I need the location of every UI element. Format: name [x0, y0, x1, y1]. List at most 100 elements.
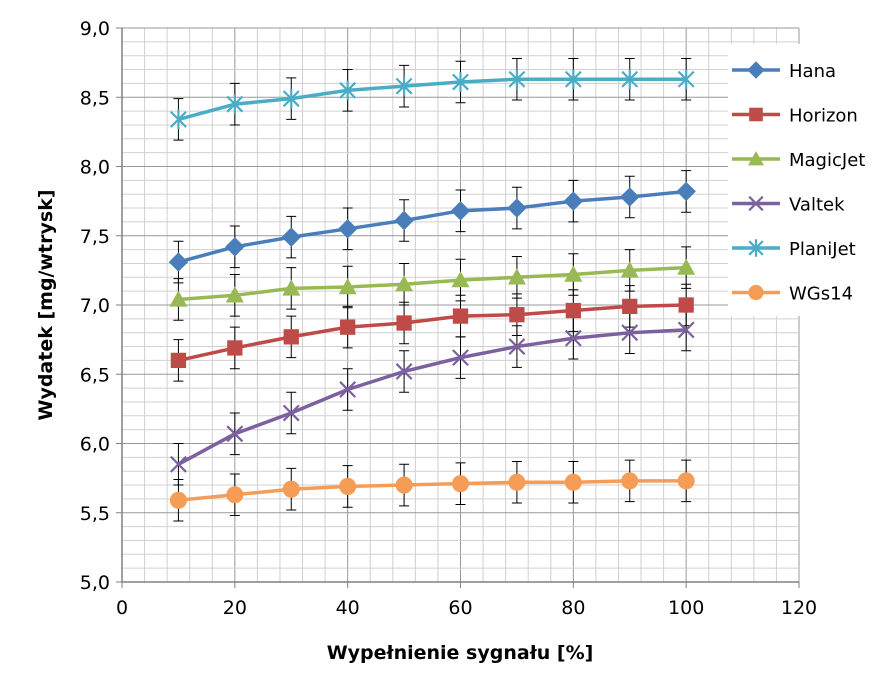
data-point-hana: [450, 201, 471, 221]
data-point-planijet: [677, 69, 695, 90]
series-line-magicjet: [178, 265, 687, 302]
y-axis-title: Wydatek [mg/wtrysk]: [35, 189, 57, 420]
data-point-magicjet: [169, 290, 188, 307]
data-point-wgs14: [339, 477, 357, 495]
series-line-wgs14: [178, 479, 687, 503]
data-point-valtek: [452, 349, 469, 367]
data-point-magicjet: [282, 279, 301, 296]
data-point-magicjet: [451, 271, 470, 288]
data-point-planijet: [621, 69, 639, 90]
legend-label-wgs14: WGs14: [789, 284, 853, 305]
y-tick-label: 6,0: [80, 434, 110, 456]
y-tick-label: 8,5: [80, 87, 110, 109]
data-point-planijet: [282, 88, 300, 109]
data-point-valtek: [282, 404, 300, 422]
data-point-magicjet: [564, 265, 583, 282]
x-tick-label: 60: [448, 597, 472, 619]
data-point-horizon: [509, 307, 525, 323]
data-point-hana: [676, 181, 696, 202]
legend-label-planijet: PlaniJet: [789, 239, 856, 260]
data-point-magicjet: [620, 261, 639, 278]
data-point-hana: [225, 237, 245, 257]
data-point-planijet: [395, 76, 413, 97]
data-point-horizon: [678, 297, 694, 313]
legend-marker-magicjet: [748, 151, 764, 166]
series-line-hana: [177, 189, 687, 264]
data-point-planijet: [226, 94, 244, 115]
data-point-magicjet: [395, 275, 414, 292]
data-point-magicjet: [225, 286, 244, 303]
x-axis-title: Wypełnienie sygnału [%]: [327, 642, 594, 664]
series-lines: [177, 77, 687, 503]
data-point-hana: [507, 198, 527, 218]
data-point-wgs14: [451, 475, 470, 493]
legend-box: [728, 44, 886, 316]
data-point-planijet: [564, 69, 582, 90]
data-point-hana: [337, 219, 358, 239]
data-point-wgs14: [282, 480, 300, 498]
data-point-planijet: [508, 69, 526, 90]
legend-marker-wgs14: [748, 284, 764, 301]
y-tick-label: 8,0: [80, 157, 110, 179]
legend-label-horizon: Horizon: [789, 106, 858, 127]
data-point-valtek: [226, 425, 244, 443]
data-point-hana: [281, 227, 301, 247]
x-tick-label: 40: [336, 597, 360, 619]
y-tick-label: 6,5: [80, 364, 110, 386]
legend-marker-horizon: [749, 107, 763, 122]
data-point-wgs14: [677, 472, 695, 490]
data-point-wgs14: [169, 491, 187, 509]
data-point-wgs14: [564, 473, 582, 491]
x-tick-label: 0: [116, 597, 128, 619]
data-point-valtek: [395, 363, 413, 380]
legend-label-magicjet: MagicJet: [789, 150, 865, 171]
x-tick-label: 100: [668, 597, 704, 619]
y-tick-label: 5,0: [80, 572, 110, 594]
data-point-horizon: [452, 308, 469, 324]
data-point-valtek: [508, 338, 526, 355]
legend: Hana Horizon MagicJet Valtek PlaniJet WGs14: [728, 44, 886, 316]
data-point-horizon: [622, 298, 638, 315]
legend-marker-planijet: [748, 239, 764, 257]
series-markers: [168, 69, 696, 509]
data-point-hana: [168, 252, 189, 272]
data-point-magicjet: [338, 277, 357, 295]
data-point-hana: [620, 187, 640, 207]
legend-label-valtek: Valtek: [789, 195, 845, 216]
data-point-horizon: [227, 340, 243, 356]
data-point-valtek: [564, 329, 582, 347]
data-point-planijet: [339, 80, 357, 101]
data-point-valtek: [339, 381, 357, 398]
y-tick-label: 9,0: [80, 18, 110, 40]
data-point-horizon: [340, 319, 356, 335]
data-point-magicjet: [507, 268, 526, 285]
data-point-valtek: [677, 321, 695, 339]
series-line-valtek: [177, 328, 687, 466]
legend-marker-hana: [747, 61, 765, 79]
data-point-horizon: [565, 302, 581, 319]
data-point-wgs14: [508, 473, 526, 491]
data-point-planijet: [452, 72, 469, 92]
legend-marker-valtek: [748, 195, 764, 212]
series-line-horizon: [178, 303, 687, 363]
data-point-horizon: [283, 329, 299, 345]
data-point-valtek: [169, 455, 187, 473]
axes: [116, 27, 800, 588]
y-tick-label: 7,0: [80, 295, 110, 317]
y-tick-label: 5,5: [80, 503, 110, 525]
data-point-hana: [563, 191, 584, 211]
data-point-valtek: [621, 324, 639, 342]
data-point-hana: [394, 210, 414, 231]
legend-label-hana: Hana: [789, 61, 836, 82]
data-point-planijet: [169, 109, 187, 130]
x-tick-label: 20: [223, 597, 247, 619]
series-line-planijet: [177, 77, 687, 122]
x-tick-label: 80: [561, 597, 585, 619]
data-point-wgs14: [226, 486, 244, 504]
tick-labels: 0 20 40 60 80 100 120 5,0 5,5 6,0 6,5 7,0 7,5 8,0 8,5 9…: [80, 18, 817, 619]
error-bars: [173, 57, 692, 522]
data-point-wgs14: [621, 472, 639, 490]
y-tick-label: 7,5: [80, 226, 110, 248]
data-point-horizon: [396, 315, 412, 331]
